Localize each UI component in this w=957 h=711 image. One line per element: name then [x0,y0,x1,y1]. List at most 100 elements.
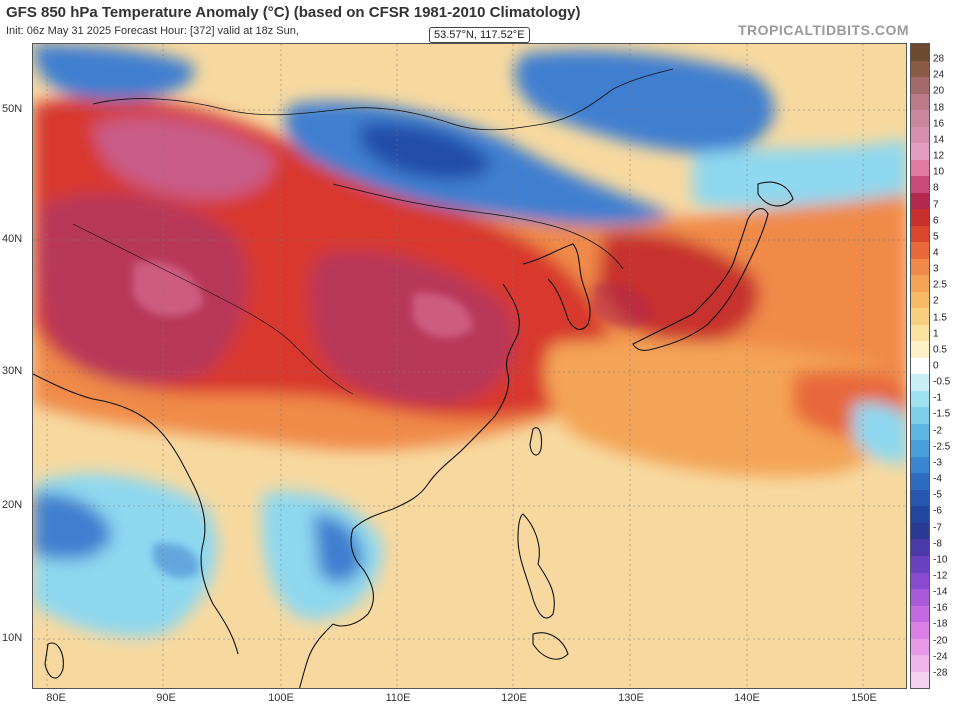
color-scale-swatch [911,539,929,556]
color-scale-swatch [911,374,929,391]
color-scale-label: 4 [933,247,939,259]
lon-label-120e: 120E [501,692,527,704]
color-scale-label: 28 [933,53,945,65]
color-scale-swatch [911,110,929,127]
color-scale-swatch [911,671,929,689]
color-scale-label: -1 [933,392,942,404]
color-scale-swatch [911,407,929,424]
color-scale-label: 8 [933,182,939,194]
forecast-subtitle: Init: 06z May 31 2025 Forecast Hour: [37… [6,25,299,37]
color-scale-label: 20 [933,85,945,97]
anomaly-detail [133,261,653,579]
color-scale-label: -6 [933,505,942,517]
color-scale-swatch [911,225,929,243]
color-scale-swatch [911,440,929,457]
site-brand[interactable]: TROPICALTIDBITS.COM [737,22,909,38]
color-scale-swatch [911,258,929,276]
color-scale-swatch [911,638,929,656]
color-scale-swatch [911,390,929,408]
color-scale-label: 14 [933,134,945,146]
lat-label-20n: 20N [2,499,23,511]
color-scale-swatch [911,44,929,61]
anomaly-map[interactable] [32,43,907,689]
lon-label-100e: 100E [268,692,294,704]
lon-label-80e: 80E [46,692,66,704]
lon-label-140e: 140E [734,692,760,704]
color-scale-label: 10 [933,166,945,178]
color-scale-swatch [911,655,929,672]
color-scale-swatch [911,308,929,325]
color-scale-label: -18 [933,618,948,630]
chart-title: GFS 850 hPa Temperature Anomaly (°C) (ba… [6,4,581,21]
lon-label-150e: 150E [851,692,877,704]
color-scale-label: -1.5 [933,408,951,420]
color-scale-swatch [911,357,929,375]
color-scale-label: 12 [933,150,945,162]
lon-label-130e: 130E [618,692,644,704]
color-scale-swatch [911,60,929,78]
color-scale-label: -10 [933,554,948,566]
lon-label-90e: 90E [156,692,176,704]
color-scale-swatch [911,589,929,606]
cursor-coordinate-tooltip: 53.57°N, 117.52°E [429,27,530,43]
lon-label-110e: 110E [385,692,411,704]
color-scale-swatch [911,291,929,309]
lat-label-30n: 30N [2,365,23,377]
color-scale-swatch [911,423,929,441]
color-scale-label: 3 [933,263,939,275]
color-scale-swatch [911,522,929,540]
color-scale-label: -24 [933,651,948,663]
color-scale-label: -12 [933,570,948,582]
lat-label-40n: 40N [2,233,23,245]
color-scale-bar [910,43,930,689]
anomaly-shading [33,44,906,637]
color-scale-label: -0.5 [933,376,951,388]
color-scale-label: -8 [933,538,942,550]
color-scale-swatch [911,126,929,144]
color-scale-swatch [911,159,929,177]
color-scale-label: -14 [933,586,948,598]
lat-label-10n: 10N [2,632,23,644]
graticule [33,44,906,688]
anomaly-map-canvas[interactable] [33,44,907,689]
color-scale-swatch [911,143,929,160]
color-scale-label: 2.5 [933,279,947,291]
color-scale-label: -4 [933,473,942,485]
color-scale-label: -2.5 [933,441,951,453]
color-scale-swatch [911,275,929,292]
color-scale-swatch [911,341,929,358]
color-scale-label: 6 [933,215,939,227]
color-scale-label: -28 [933,667,948,679]
color-scale-label: -7 [933,522,942,533]
color-scale-labels: 28 24 20 18 16 14 12 10 8 7 6 5 4 3 2.5 2 1.5 1 0.5 0 -0.5 -1… [933,43,957,689]
color-scale-swatch [911,506,929,523]
color-scale-label: 2 [933,295,939,307]
color-scale-swatch [911,242,929,259]
color-scale-label: 18 [933,102,945,114]
color-scale-swatch [911,572,929,590]
color-scale-label: -16 [933,602,948,614]
color-scale-label: 16 [933,118,945,130]
color-scale-swatch [911,324,929,342]
color-scale-label: 5 [933,231,939,243]
color-scale-swatch [911,77,929,94]
color-scale-swatch [911,192,929,210]
color-scale-label: -20 [933,635,948,647]
color-scale-swatch [911,473,929,490]
coastlines [33,68,794,688]
color-scale-label: 0 [933,360,939,372]
color-scale-swatch [911,489,929,507]
color-scale-label: -5 [933,489,942,501]
color-scale-label: 1.5 [933,312,947,324]
color-scale-label: -3 [933,457,942,469]
color-scale-swatch [911,555,929,573]
color-scale-label: 1 [933,328,939,340]
color-scale-swatch [911,176,929,193]
color-scale-label: -2 [933,425,942,437]
lat-label-50n: 50N [2,103,23,115]
color-scale-swatch [911,622,929,639]
color-scale-label: 24 [933,69,945,81]
color-scale-swatch [911,93,929,111]
color-scale-swatch [911,456,929,474]
color-scale-swatch [911,605,929,623]
